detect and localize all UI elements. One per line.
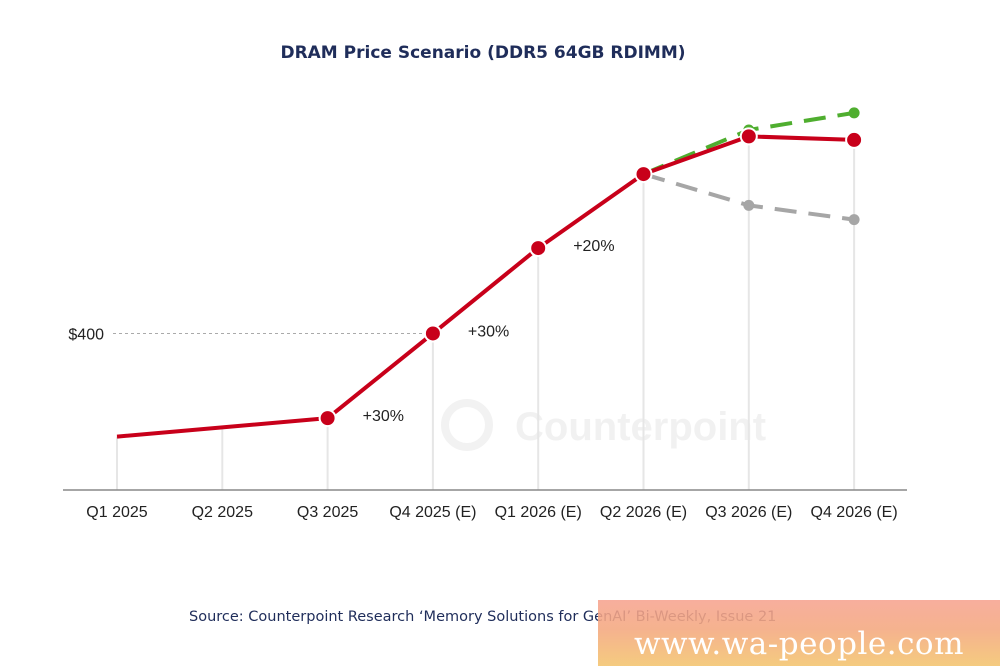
data-point-downside: [743, 199, 755, 211]
x-tick-label: Q4 2025 (E): [389, 504, 476, 521]
data-point-upside: [848, 107, 860, 119]
watermark-text: Counterpoint: [515, 405, 766, 449]
x-tick-label: Q2 2026 (E): [600, 504, 687, 521]
x-tick-label: Q4 2026 (E): [811, 504, 898, 521]
x-tick-label: Q1 2025: [86, 504, 147, 521]
data-point-base: [845, 130, 864, 149]
data-point-base: [739, 127, 758, 146]
gridlines: [116, 136, 856, 490]
growth-annotation: +30%: [468, 323, 509, 340]
series-line-base: [116, 134, 855, 439]
site-banner: www.wa-people.com: [598, 600, 1000, 666]
x-tick-label: Q3 2026 (E): [705, 504, 792, 521]
x-tick-labels: Q1 2025 Q2 2025 Q3 2025 Q4 2025 (E) Q1 2026 …: [86, 504, 897, 521]
data-point-base: [318, 409, 337, 428]
data-point-base: [423, 324, 442, 343]
annotations: +30% +30% +20%: [363, 238, 615, 425]
data-point-base: [634, 165, 653, 184]
watermark: Counterpoint: [441, 399, 766, 451]
growth-annotation: +30%: [363, 408, 404, 425]
growth-annotation: +20%: [573, 238, 614, 255]
watermark-logo-icon: [441, 399, 493, 451]
x-tick-label: Q1 2026 (E): [495, 504, 582, 521]
data-point-base: [529, 239, 548, 258]
site-banner-text: www.wa-people.com: [633, 626, 964, 662]
data-point-downside: [848, 214, 860, 226]
series-layer: [116, 107, 864, 439]
y-tick-label: $400: [68, 326, 104, 343]
chart-title: DRAM Price Scenario (DDR5 64GB RDIMM): [280, 43, 685, 63]
x-tick-label: Q3 2025: [297, 504, 358, 521]
x-tick-label: Q2 2025: [192, 504, 253, 521]
